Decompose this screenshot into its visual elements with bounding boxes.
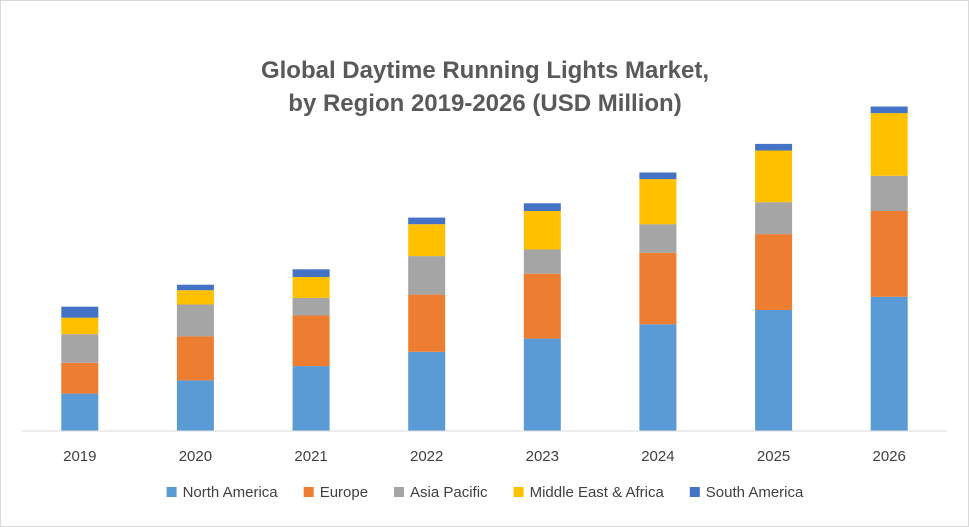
bar-2021-south-america [292, 269, 330, 277]
bar-2021-europe [292, 315, 330, 367]
legend-item-asia-pacific: Asia Pacific [394, 484, 488, 501]
bar-2025-north-america [755, 310, 793, 431]
legend-item-north-america: North America [166, 484, 279, 501]
legend-swatch-north-america [166, 487, 177, 497]
bar-2022-asia-pacific [408, 256, 446, 295]
bar-2023-europe [523, 273, 561, 339]
bars-layer [61, 106, 908, 431]
bar-2023-asia-pacific [523, 249, 561, 274]
bar-2025-asia-pacific [755, 202, 793, 235]
bar-2020-north-america [176, 380, 214, 431]
bar-2023-south-america [523, 203, 561, 211]
bar-2020-asia-pacific [176, 304, 214, 337]
legend-label-middle-east-and-africa: Middle East & Africa [530, 484, 665, 501]
bar-2021-asia-pacific [292, 297, 330, 316]
bar-2026-europe [870, 211, 908, 297]
bar-2022-middle-east-and-africa [408, 224, 446, 257]
bar-2019-europe [61, 362, 99, 394]
bar-2021-north-america [292, 366, 330, 431]
legend-label-south-america: South America [706, 484, 804, 501]
bar-2025-middle-east-and-africa [755, 150, 793, 203]
bar-2026-south-america [870, 106, 908, 114]
legend-item-europe: Europe [303, 484, 368, 501]
legend-swatch-asia-pacific [394, 487, 404, 497]
bar-2022-europe [408, 294, 446, 352]
legend-label-europe: Europe [320, 484, 368, 501]
bar-2020-middle-east-and-africa [176, 290, 214, 305]
bar-2021-middle-east-and-africa [292, 277, 330, 298]
bar-2020-south-america [176, 284, 214, 291]
bar-2026-north-america [870, 296, 908, 431]
x-tick-label-2024: 2024 [641, 448, 674, 465]
bar-2019-south-america [61, 306, 99, 318]
bar-2024-europe [639, 252, 677, 325]
bar-2024-south-america [639, 172, 677, 180]
bar-2019-north-america [61, 393, 99, 431]
x-tick-label-2022: 2022 [410, 448, 443, 465]
x-tick-label-2021: 2021 [294, 448, 327, 465]
legend-label-north-america: North America [183, 484, 279, 501]
legend: North America Europe Asia Pacific Middle Ea… [166, 484, 804, 501]
x-tick-label-2026: 2026 [873, 448, 906, 465]
legend-item-south-america: South America [689, 484, 804, 501]
chart-subtitle: by Region 2019-2026 (USD Million) [288, 90, 681, 117]
legend-swatch-middle-east-and-africa [513, 487, 524, 497]
bar-2020-europe [176, 336, 214, 381]
x-tick-label-2019: 2019 [63, 448, 96, 465]
bar-2024-north-america [639, 324, 677, 431]
legend-item-middle-east-and-africa: Middle East & Africa [513, 484, 665, 501]
x-tick-label-2020: 2020 [179, 448, 212, 465]
bar-2019-middle-east-and-africa [61, 317, 99, 335]
bar-2024-asia-pacific [639, 224, 677, 253]
bar-2025-europe [755, 234, 793, 310]
bar-2022-north-america [408, 351, 446, 431]
bar-2025-south-america [755, 143, 793, 151]
x-tick-label-2023: 2023 [526, 448, 559, 465]
bar-2023-middle-east-and-africa [523, 211, 561, 250]
bar-2026-middle-east-and-africa [870, 113, 908, 176]
x-tick-label-2025: 2025 [757, 448, 790, 465]
bar-2024-middle-east-and-africa [639, 179, 677, 225]
legend-swatch-south-america [689, 487, 700, 497]
bar-2026-asia-pacific [870, 175, 908, 211]
bar-2019-asia-pacific [61, 334, 99, 363]
chart-title: Global Daytime Running Lights Market, [261, 57, 709, 84]
legend-label-asia-pacific: Asia Pacific [410, 484, 488, 501]
bar-2023-north-america [523, 338, 561, 431]
x-axis-ticks: 2019 2020 2021 2022 2023 2024 2025 2026 [63, 448, 906, 465]
legend-swatch-europe [303, 487, 314, 497]
bar-2022-south-america [408, 217, 446, 225]
